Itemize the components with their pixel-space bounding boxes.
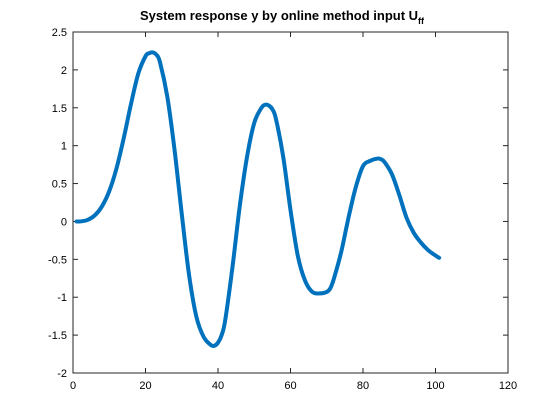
data-point (265, 104, 266, 105)
x-tick-label: 0 (70, 380, 76, 392)
data-point (94, 215, 95, 216)
data-point (174, 149, 175, 150)
data-point (87, 219, 88, 220)
data-point (341, 251, 342, 252)
x-tick-label: 60 (284, 380, 296, 392)
x-tick-label: 20 (139, 380, 151, 392)
chart-title-main: System response y by online method input… (140, 8, 418, 23)
data-point (225, 319, 226, 320)
plot-area (74, 50, 442, 349)
data-point (392, 174, 393, 175)
data-point (145, 56, 146, 57)
data-point (435, 255, 436, 256)
y-tick-label: 0.5 (52, 179, 67, 191)
data-point (189, 274, 190, 275)
data-point (363, 166, 364, 167)
x-tick-label: 120 (499, 380, 517, 392)
data-point (116, 168, 117, 169)
y-tick-label: -1 (57, 292, 67, 304)
y-tick-label: -2 (57, 368, 67, 380)
data-point (334, 278, 335, 279)
data-point (109, 191, 110, 192)
data-point (413, 232, 414, 233)
x-tick-label: 80 (357, 380, 369, 392)
chart-title-subscript: ff (418, 16, 425, 26)
data-point (214, 345, 215, 346)
data-point (131, 103, 132, 104)
y-tick-label: 2 (61, 65, 67, 77)
y-tick-label: 1 (61, 141, 67, 153)
data-point (283, 157, 284, 158)
data-point (167, 96, 168, 97)
data-point (312, 291, 313, 292)
data-point (149, 53, 150, 54)
data-point (406, 217, 407, 218)
data-point (348, 217, 349, 218)
data-point (297, 255, 298, 256)
data-point (232, 266, 233, 267)
data-point (123, 138, 124, 139)
data-point (160, 62, 161, 63)
x-tick-label: 100 (426, 380, 444, 392)
data-point (80, 221, 81, 222)
data-point (421, 242, 422, 243)
data-point (196, 316, 197, 317)
data-point (290, 210, 291, 211)
data-point (399, 194, 400, 195)
data-point (276, 119, 277, 120)
data-point (254, 122, 255, 123)
data-point (384, 162, 385, 163)
x-tick-label: 40 (212, 380, 224, 392)
data-point (203, 336, 204, 337)
data-point (268, 105, 269, 106)
data-point (239, 206, 240, 207)
data-point (221, 335, 222, 336)
y-tick-label: 1.5 (52, 103, 67, 115)
data-point (210, 344, 211, 345)
data-point (138, 73, 139, 74)
data-point (319, 293, 320, 294)
y-tick-label: 2.5 (52, 27, 67, 39)
data-point (326, 291, 327, 292)
data-point (247, 157, 248, 158)
data-point (428, 250, 429, 251)
data-point (181, 213, 182, 214)
data-point (305, 280, 306, 281)
data-point (330, 288, 331, 289)
data-point (381, 159, 382, 160)
axes: 0 20 40 60 80 100 120 -2 -1.5 -1 -0.5 0 0.5 1 1.5 2 2.5 (48, 27, 517, 392)
data-point (439, 257, 440, 258)
data-point (76, 221, 77, 222)
y-tick-label: -0.5 (48, 254, 67, 266)
y-tick-label: -1.5 (48, 330, 67, 342)
data-point (355, 187, 356, 188)
data-point (261, 107, 262, 108)
data-point (218, 342, 219, 343)
chart-title: System response y by online method input… (140, 8, 425, 26)
data-point (102, 206, 103, 207)
y-tick-label: 0 (61, 216, 67, 228)
data-point (370, 160, 371, 161)
data-point (272, 109, 273, 110)
data-point (377, 158, 378, 159)
series-line (74, 50, 442, 349)
data-point (156, 54, 157, 55)
data-point (152, 52, 153, 53)
